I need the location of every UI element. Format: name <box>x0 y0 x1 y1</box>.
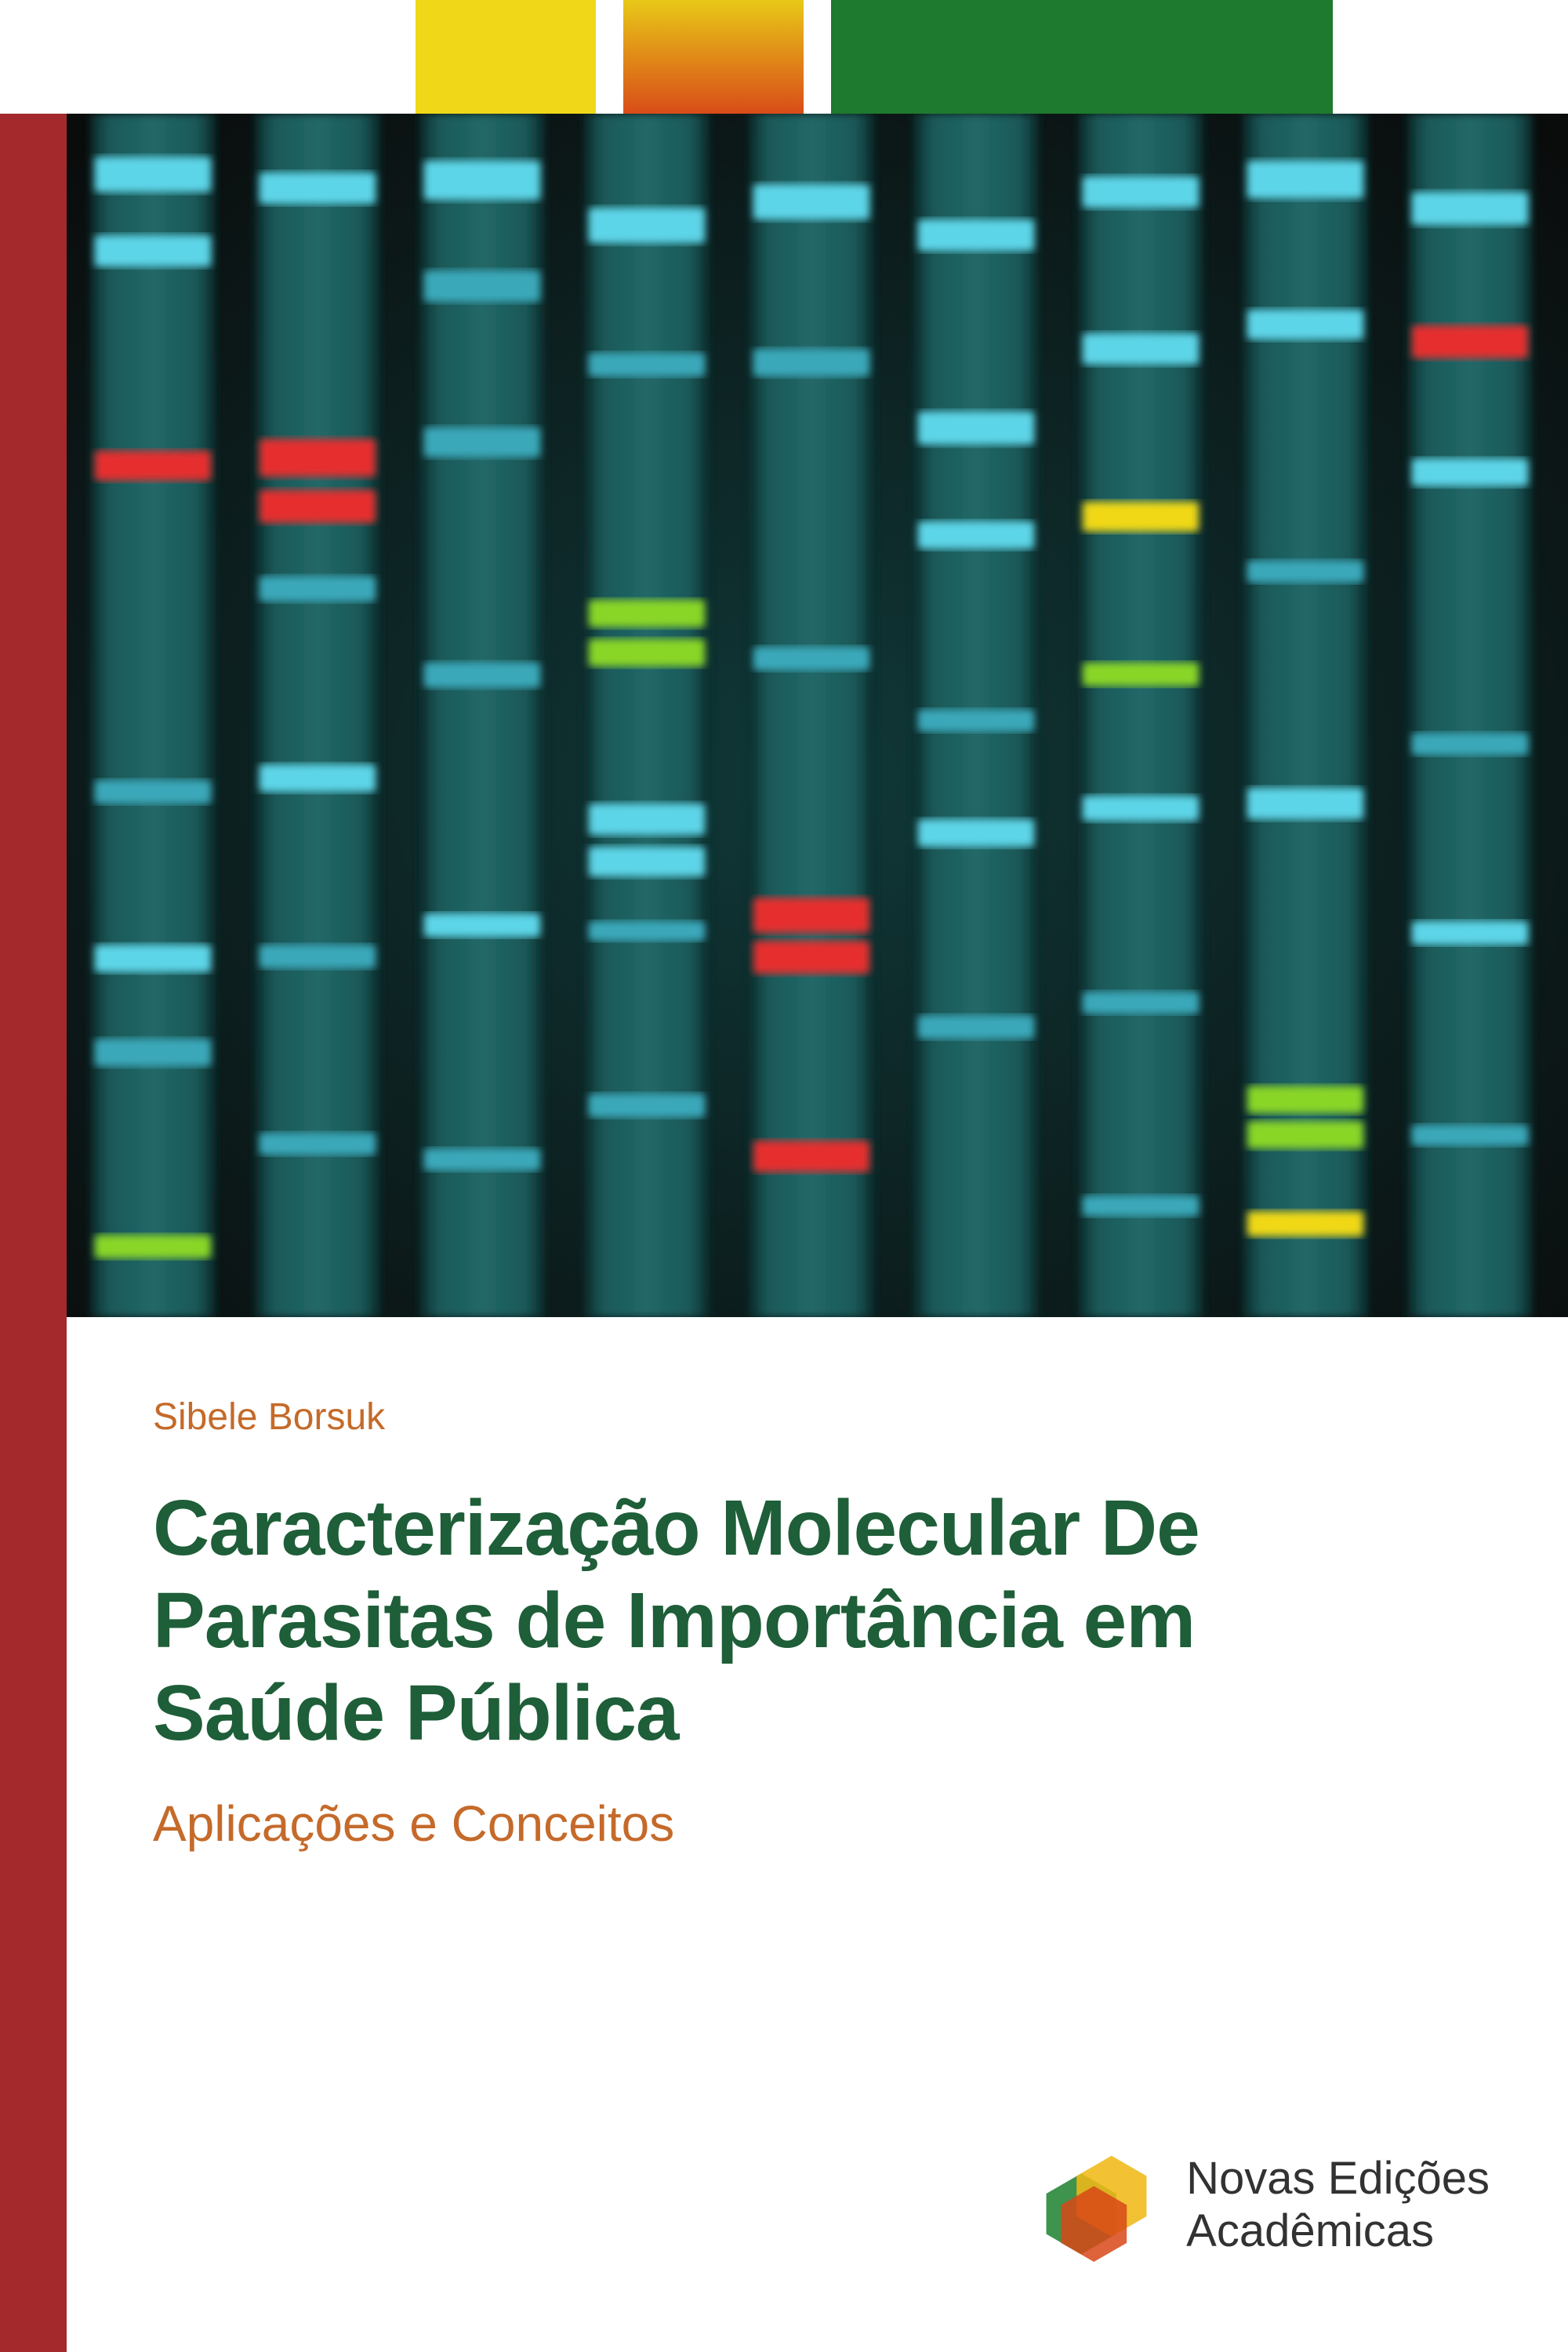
author-name: Sibele Borsuk <box>153 1396 1446 1439</box>
publisher-name: Novas Edições Acadêmicas <box>1186 2153 1490 2257</box>
book-subtitle: Aplicações e Conceitos <box>153 1795 1446 1853</box>
cover-text: Sibele Borsuk Caracterização Molecular D… <box>153 1396 1446 1853</box>
publisher-block: Novas Edições Acadêmicas <box>1032 2148 1490 2262</box>
top-color-bars <box>416 0 1333 118</box>
book-title: Caracterização Molecular De Parasitas de… <box>153 1482 1446 1759</box>
publisher-logo-icon <box>1032 2148 1161 2262</box>
spine <box>0 114 67 2352</box>
gel-electrophoresis-image <box>67 114 1568 1317</box>
